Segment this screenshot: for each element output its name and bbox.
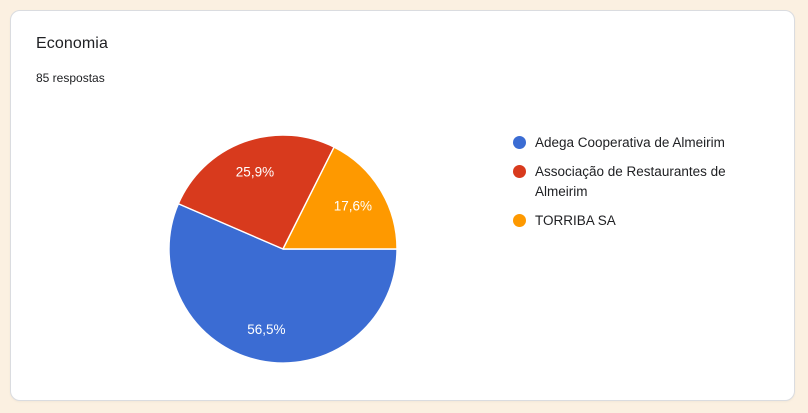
response-card: Economia 85 respostas 56,5% 25,9% 17,6% Ad… <box>10 10 795 401</box>
legend-item-1: Associação de Restaurantes de Almeirim <box>513 162 781 202</box>
legend-item-0: Adega Cooperativa de Almeirim <box>513 133 781 153</box>
legend-label: Adega Cooperativa de Almeirim <box>535 135 725 150</box>
pie-slice-2[interactable] <box>282 146 398 250</box>
pie-slice-label-0: 56,5% <box>247 322 285 337</box>
legend-label: Associação de Restaurantes de Almeirim <box>535 164 726 199</box>
legend-swatch-icon <box>513 136 526 149</box>
pie-chart: 56,5% 25,9% 17,6% <box>168 134 398 364</box>
question-title: Economia <box>36 35 108 52</box>
legend-swatch-icon <box>513 214 526 227</box>
pie-slice-1[interactable] <box>177 134 335 250</box>
legend-item-2: TORRIBA SA <box>513 211 781 231</box>
pie-slice-0[interactable] <box>168 203 398 364</box>
legend-label: TORRIBA SA <box>535 213 616 228</box>
chart-legend: Adega Cooperativa de Almeirim Associação … <box>513 133 781 231</box>
pie-slice-label-2: 17,6% <box>334 198 372 213</box>
pie-slice-label-1: 25,9% <box>236 164 274 179</box>
response-count: 85 respostas <box>36 71 105 85</box>
legend-swatch-icon <box>513 165 526 178</box>
